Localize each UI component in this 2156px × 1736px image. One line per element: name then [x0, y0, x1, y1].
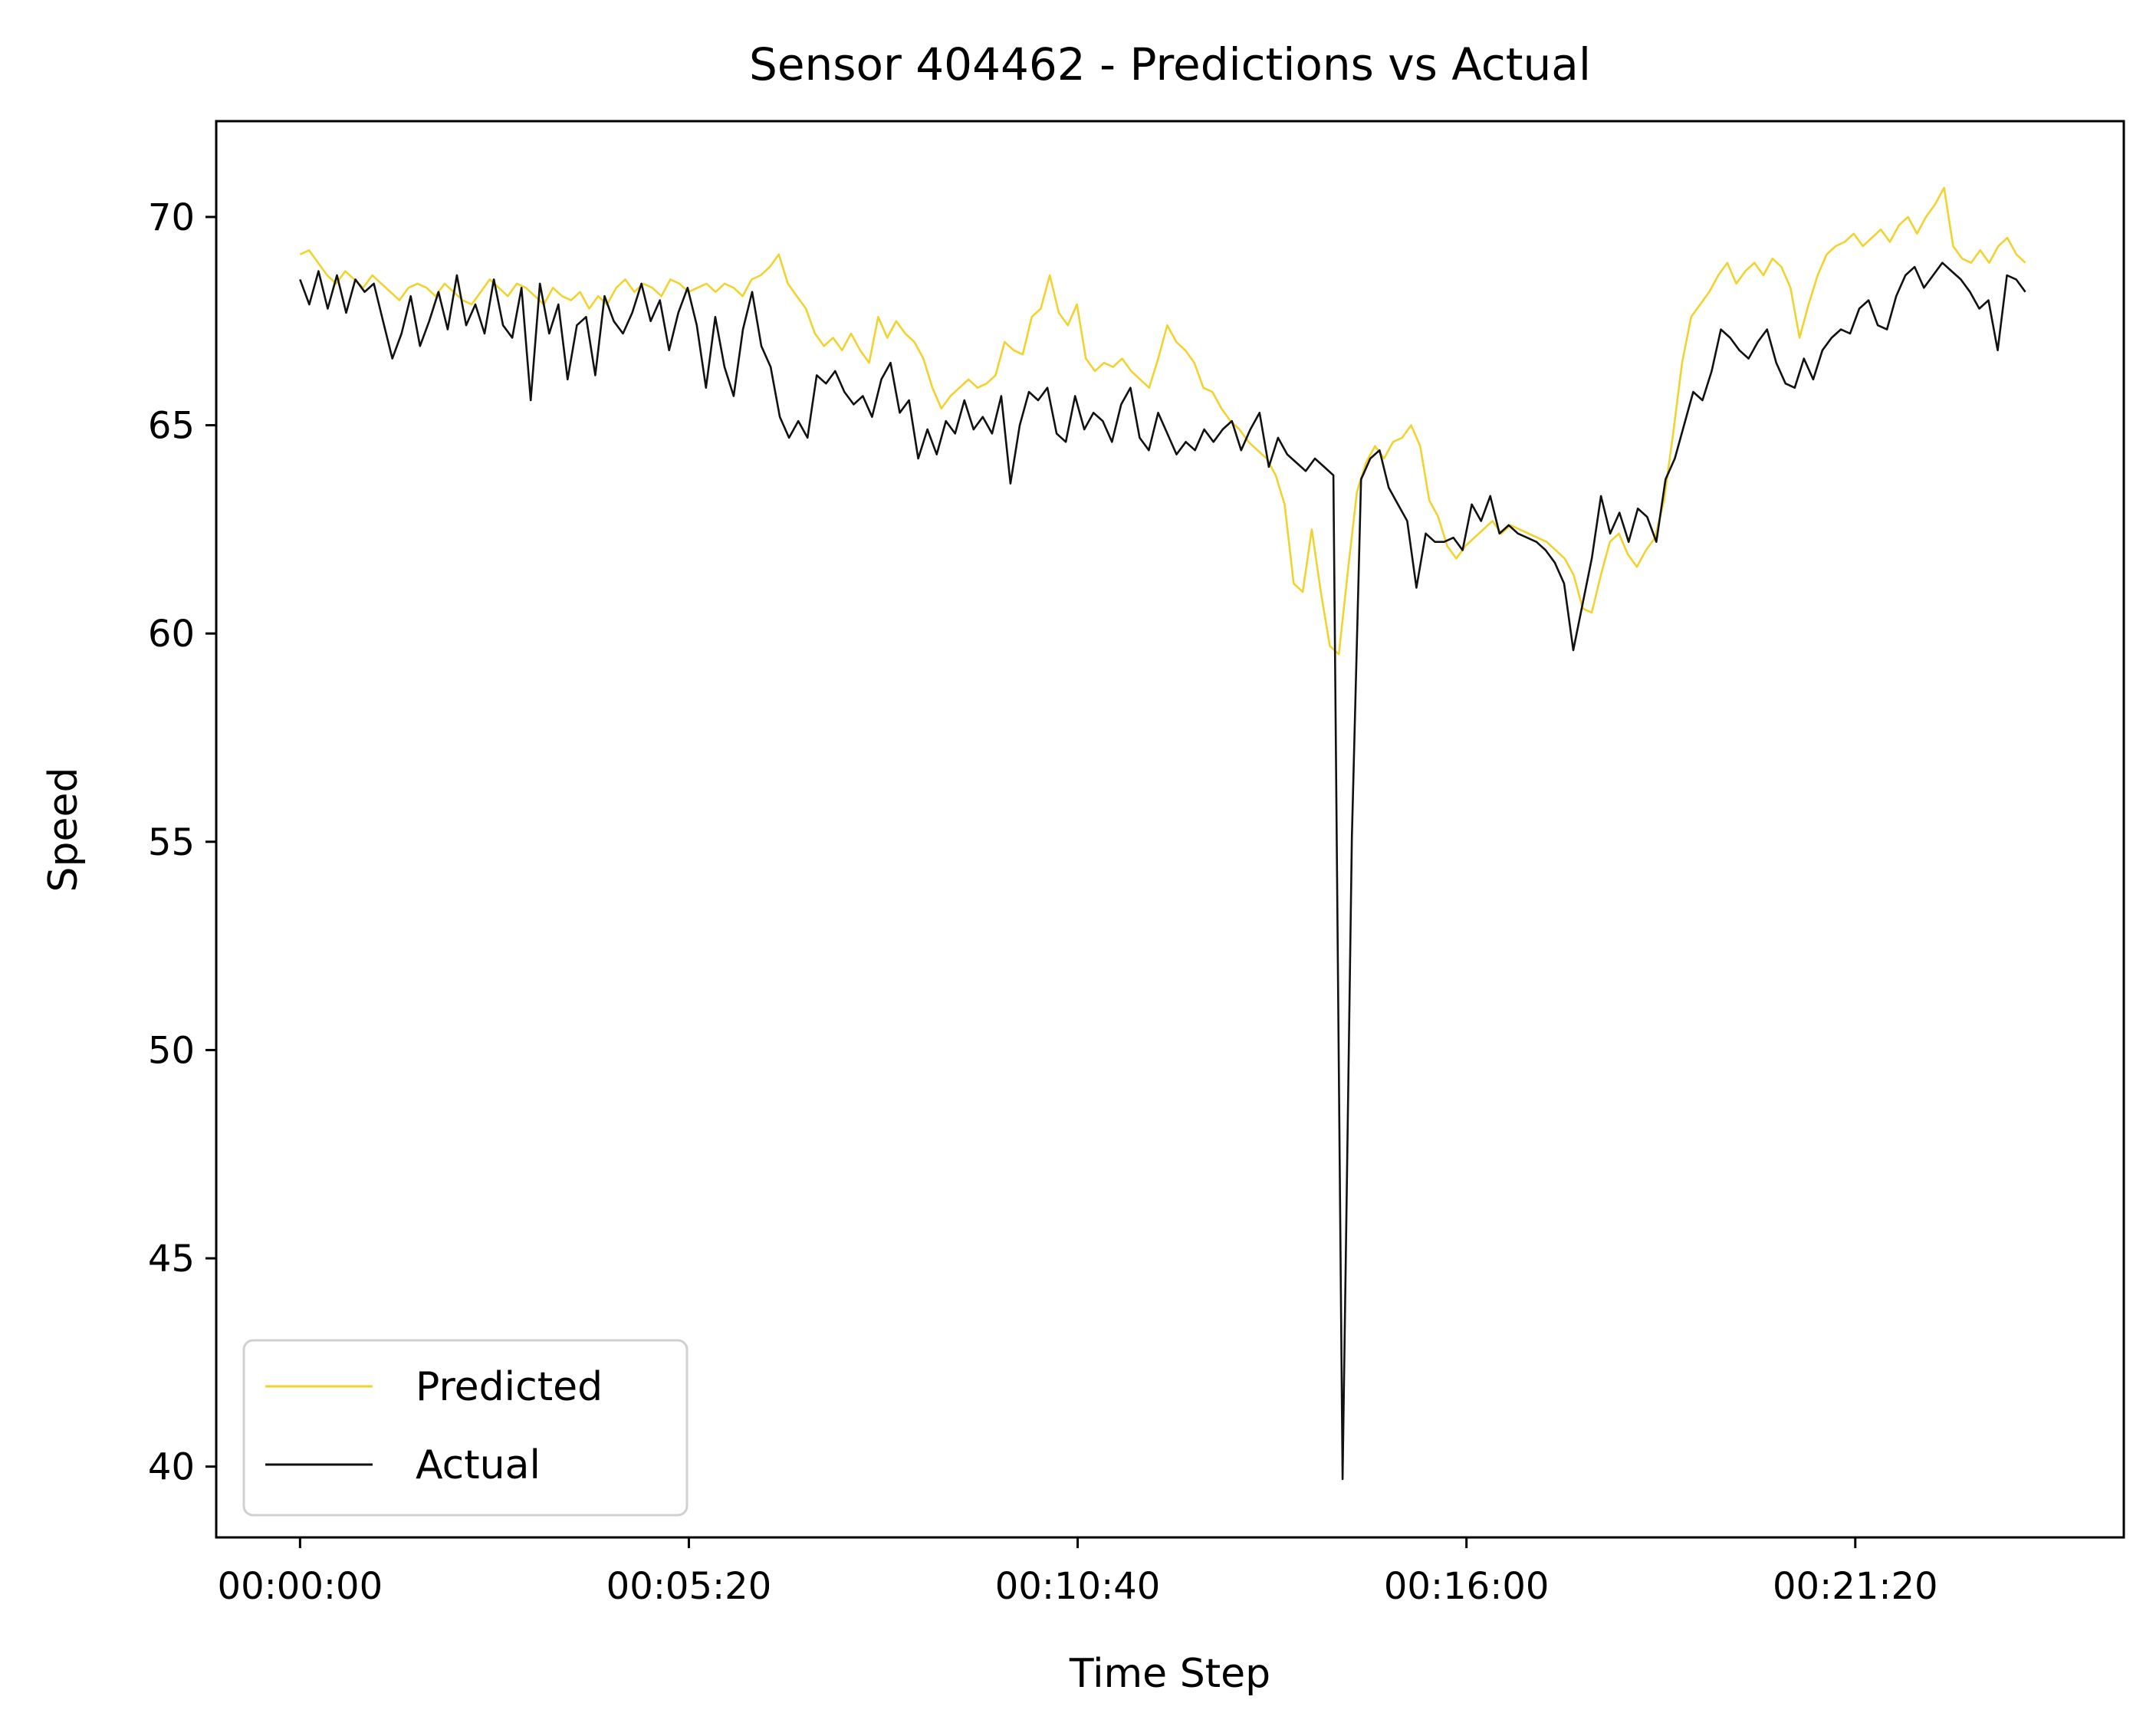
legend-predicted-label: Predicted	[416, 1364, 603, 1410]
y-axis: 40 45 50 55 60 65 70	[148, 196, 216, 1489]
chart-title: Sensor 404462 - Predictions vs Actual	[749, 38, 1591, 90]
series-actual-line	[299, 261, 2026, 1481]
x-tick-label: 00:10:40	[995, 1565, 1161, 1608]
y-tick-label: 65	[148, 405, 195, 448]
y-tick-label: 40	[148, 1446, 195, 1489]
y-axis-label: Speed	[41, 767, 87, 892]
legend-box	[242, 1339, 689, 1517]
x-tick-label: 00:16:00	[1384, 1565, 1550, 1608]
x-tick-label: 00:00:00	[218, 1565, 383, 1608]
legend-actual-label: Actual	[416, 1442, 541, 1488]
x-axis: 00:00:00 00:05:20 00:10:40 00:16:00 00:21:20	[218, 1537, 1938, 1608]
legend: Predicted Actual	[242, 1339, 689, 1517]
y-tick-label: 60	[148, 613, 195, 656]
y-tick-label: 50	[148, 1029, 195, 1072]
y-tick-label: 70	[148, 196, 195, 239]
x-tick-label: 00:05:20	[606, 1565, 772, 1608]
y-tick-label: 55	[148, 821, 195, 864]
plot-frame	[215, 120, 2125, 1539]
series-predicted-line	[299, 186, 2026, 656]
x-axis-label: Time Step	[1069, 1651, 1270, 1697]
series-layer	[299, 186, 2026, 1481]
y-tick-label: 45	[148, 1238, 195, 1281]
x-tick-label: 00:21:20	[1773, 1565, 1938, 1608]
